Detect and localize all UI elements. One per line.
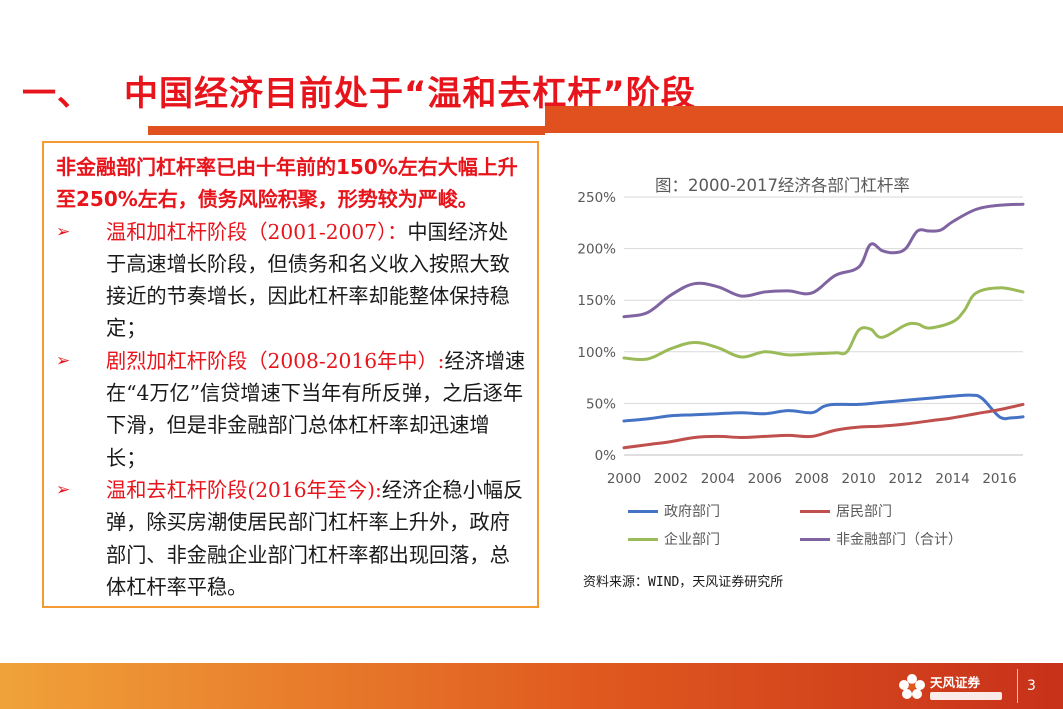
legend-item-household: 居民部门	[800, 501, 892, 521]
bullet-item: ➢ 温和加杠杆阶段（2001-2007）：中国经济处于高速增长阶段，但债务和名义收…	[56, 216, 527, 345]
bullet-heading: 剧烈加杠杆阶段（2008-2016年中）:	[106, 348, 445, 373]
header-underline-bar	[148, 126, 545, 135]
summary-textbox: 非金融部门杠杆率已由十年前的150%左右大幅上升至250%左右，债务风险积聚，形…	[42, 141, 539, 608]
x-tick-label: 2016	[982, 471, 1016, 487]
y-tick-label: 50%	[586, 396, 616, 412]
footer-divider	[1017, 669, 1018, 703]
data-source-note: 资料来源：WIND，天风证券研究所	[583, 575, 784, 590]
summary-intro: 非金融部门杠杆率已由十年前的150%左右大幅上升至250%左右，债务风险积聚，形…	[56, 155, 518, 212]
chart-title: 图：2000-2017经济各部门杠杆率	[655, 176, 910, 195]
series-line	[622, 202, 1025, 319]
arrow-bullet-icon: ➢	[56, 479, 71, 500]
arrow-bullet-icon: ➢	[56, 350, 71, 371]
bullet-heading: 温和加杠杆阶段（2001-2007）：	[106, 219, 408, 244]
x-tick-label: 2010	[842, 471, 876, 487]
legend-item-nonfinancial-total: 非金融部门（合计）	[800, 529, 962, 549]
flower-logo-icon	[899, 674, 925, 699]
legend-label: 居民部门	[836, 504, 892, 520]
y-tick-label: 200%	[577, 242, 616, 258]
bullet-item: ➢ 温和去杠杆阶段(2016年至今):经济企稳小幅反弹，除买房潮使居民部门杠杆率上…	[56, 474, 527, 603]
legend-item-corporate: 企业部门	[628, 529, 720, 549]
x-tick-label: 2000	[607, 471, 641, 487]
page-number: 3	[1027, 678, 1036, 694]
x-tick-label: 2012	[888, 471, 922, 487]
x-tick-label: 2006	[748, 471, 782, 487]
leverage-line-chart: 0% 50% 100% 150% 200% 250% 2000 2002 2004 2006 200…	[577, 190, 1025, 487]
bullet-heading: 温和去杠杆阶段(2016年至今):	[106, 477, 382, 502]
bullet-body: 中国经济处于高速增长阶段，但债务和名义收入按照大致接近的节奏增长，因此杠杆率却能…	[106, 219, 510, 341]
title-number: 一、	[22, 74, 92, 114]
company-logo: 天风证券	[897, 672, 1002, 702]
x-tick-label: 2002	[654, 471, 688, 487]
legend-swatch	[800, 537, 830, 541]
x-tick-label: 2004	[701, 471, 735, 487]
y-tick-label: 100%	[577, 345, 616, 361]
y-tick-label: 150%	[577, 293, 616, 309]
x-tick-label: 2014	[935, 471, 969, 487]
footer-bar	[0, 663, 1063, 709]
series-line	[622, 286, 1025, 362]
logo-name: 天风证券	[930, 674, 981, 690]
legend-label: 企业部门	[664, 532, 720, 548]
logo-tagline	[930, 691, 1002, 700]
legend-item-government: 政府部门	[628, 501, 720, 521]
x-tick-label: 2008	[795, 471, 829, 487]
legend-swatch	[628, 509, 658, 513]
series-line	[622, 402, 1025, 450]
legend-swatch	[800, 509, 830, 513]
y-tick-label: 250%	[577, 190, 616, 206]
legend-label: 非金融部门（合计）	[836, 532, 962, 548]
series-line	[622, 393, 1025, 423]
bullet-body: 经济增速在“4万亿”信贷增速下当年有所反弹，之后逐年下滑，但是非金融部门总体杠杆…	[106, 348, 526, 470]
legend-label: 政府部门	[664, 504, 720, 520]
header-accent-bar	[545, 106, 1063, 133]
bullet-item: ➢ 剧烈加杠杆阶段（2008-2016年中）:经济增速在“4万亿”信贷增速下当年有…	[56, 345, 527, 474]
arrow-bullet-icon: ➢	[56, 221, 71, 242]
legend-swatch	[628, 537, 658, 541]
bullet-body: 经济企稳小幅反弹，除买房潮使居民部门杠杆率上升外，政府部门、非金融企业部门杠杆率…	[106, 477, 524, 599]
y-tick-label: 0%	[595, 448, 617, 464]
